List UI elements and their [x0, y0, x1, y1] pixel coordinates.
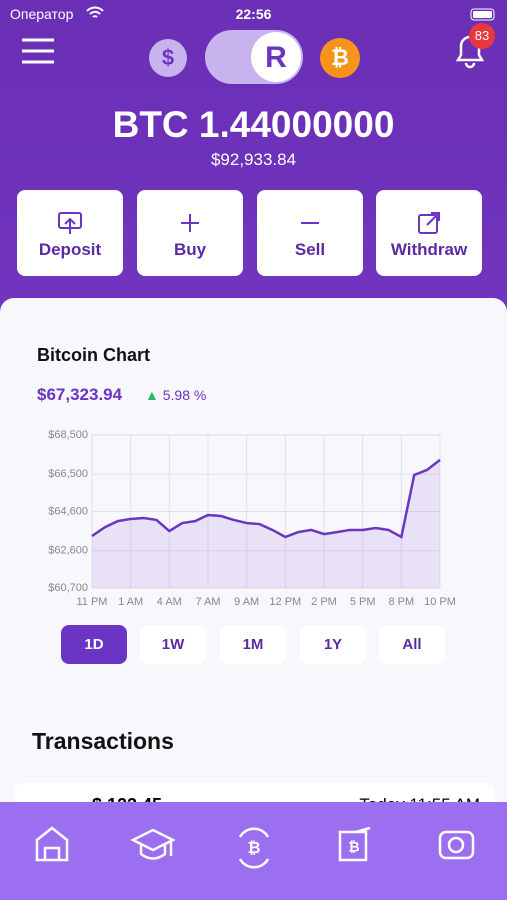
change: ▲ 5.98 %	[145, 387, 207, 403]
x-tick-label: 5 PM	[350, 596, 376, 608]
x-tick-label: 11 PM	[77, 596, 108, 608]
sell-button[interactable]: Sell	[257, 190, 363, 276]
x-tick-label: 7 AM	[195, 596, 220, 608]
exchange-icon[interactable]	[238, 827, 270, 869]
vault-icon[interactable]	[438, 830, 475, 860]
svg-text:₿: ₿	[348, 839, 359, 855]
deposit-button[interactable]: Deposit	[17, 190, 123, 276]
x-tick-label: 2 PM	[311, 596, 337, 608]
price-line	[91, 458, 441, 539]
label: Deposit	[38, 240, 102, 259]
svg-text:₿: ₿	[331, 45, 349, 70]
carrier: Оператор	[10, 6, 74, 22]
x-tick-label: 1 AM	[118, 596, 143, 608]
fiat-balance: $92,933.84	[210, 150, 297, 169]
y-tick-label: $64,600	[48, 505, 88, 517]
battery-icon	[470, 8, 495, 21]
x-tick-label: 4 AM	[157, 596, 182, 608]
change-value: 5.98 %	[162, 387, 207, 403]
price-chart: $60,700 $62,600 $64,600 $66,500 $68,500 11 PM…	[48, 429, 456, 608]
range-button[interactable]: All	[379, 625, 445, 664]
price: $67,323.94	[37, 385, 123, 404]
bottom-nav: ₿ ₿	[0, 802, 507, 900]
label: Withdraw	[390, 240, 468, 259]
x-tick-label: 10 PM	[424, 596, 456, 608]
svg-text:$: $	[162, 45, 174, 70]
buy-button[interactable]: Buy	[137, 190, 243, 276]
y-tick-label: $68,500	[48, 429, 88, 441]
label: Buy	[173, 240, 207, 259]
x-tick-label: 9 AM	[234, 596, 259, 608]
home-icon[interactable]	[35, 826, 69, 862]
svg-text:R: R	[265, 41, 287, 74]
clock: 22:56	[235, 6, 272, 22]
wifi-icon	[86, 6, 104, 18]
transactions-title: Transactions	[32, 728, 174, 754]
label: Sell	[294, 240, 326, 259]
nav-icons: ₿ ₿	[35, 826, 475, 869]
area	[92, 459, 440, 588]
wallet-icon[interactable]	[338, 826, 371, 862]
notification-badge: 83	[469, 23, 495, 49]
range-button[interactable]: 1M	[220, 625, 286, 664]
menu-button[interactable]	[22, 38, 54, 64]
x-tick-label: 12 PM	[269, 596, 301, 608]
y-tick-label: $62,600	[48, 545, 88, 557]
y-tick-label: $66,500	[48, 468, 88, 480]
currency-switch[interactable]: $ R ₿	[145, 28, 365, 86]
range-button[interactable]: 1W	[140, 625, 206, 664]
y-tick-label: $60,700	[48, 582, 88, 594]
range-button[interactable]: 1Y	[300, 625, 366, 664]
range-button[interactable]: 1D	[61, 625, 127, 664]
x-tick-label: 8 PM	[388, 596, 414, 608]
withdraw-button[interactable]: Withdraw	[376, 190, 482, 276]
svg-text:₿: ₿	[247, 839, 260, 857]
chart-title: Bitcoin Chart	[37, 345, 151, 365]
balance: BTC 1.44000000	[112, 104, 395, 145]
learn-icon[interactable]	[130, 828, 176, 860]
